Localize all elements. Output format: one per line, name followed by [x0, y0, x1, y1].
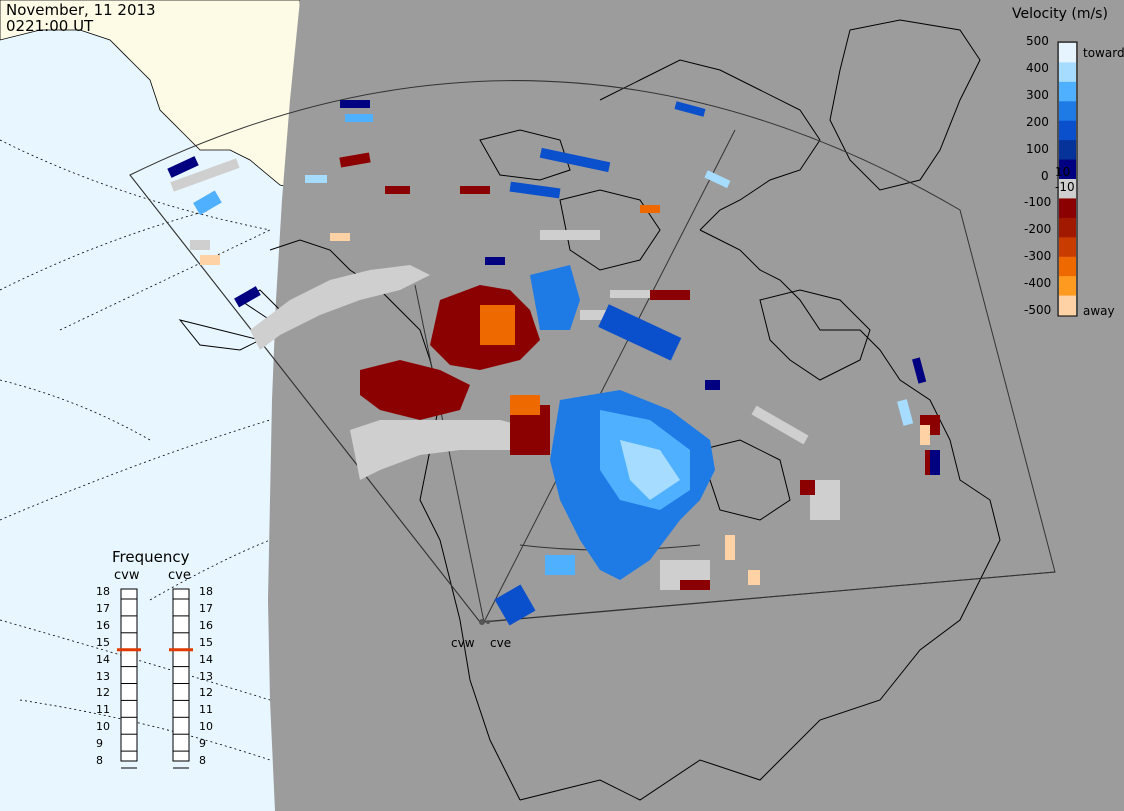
- strong-away-scatter: [200, 205, 930, 585]
- toward-scatter: [167, 100, 940, 626]
- frequency-scale-label: 14: [96, 652, 110, 666]
- velocity-colorbar-frame: [1057, 41, 1078, 317]
- frequency-scale-label: 17: [199, 601, 213, 615]
- colorbar-tick-label: -10: [1055, 180, 1075, 194]
- frequency-cve-label: cve: [168, 568, 191, 583]
- colorbar-tick-label: 200: [1026, 115, 1049, 129]
- colorbar-swatch: [1059, 43, 1076, 63]
- colorbar-tick-label: 300: [1026, 88, 1049, 102]
- colorbar-swatch: [1059, 256, 1076, 277]
- frequency-scale-label: 8: [199, 754, 206, 767]
- frequency-scale-label: 12: [199, 686, 213, 700]
- colorbar-swatch: [1059, 217, 1076, 238]
- colorbar-away-label: away: [1083, 304, 1115, 318]
- cve-frequency-bar: [172, 588, 190, 762]
- frequency-gridlines: [121, 598, 189, 769]
- date-label: November, 11 2013: [6, 1, 156, 19]
- colorbar-tick-label: 500: [1026, 34, 1049, 48]
- frequency-scale-label: 10: [96, 720, 110, 734]
- cvw-frequency-bar: [120, 588, 138, 762]
- colorbar-swatch: [1059, 179, 1076, 199]
- frequency-scale-label: 15: [96, 635, 110, 649]
- colorbar-swatch: [1059, 120, 1076, 141]
- frequency-scale-label: 16: [96, 618, 110, 632]
- colorbar-tick-label: 10: [1055, 165, 1071, 179]
- frequency-scale-label: 15: [199, 635, 213, 649]
- colorbar-swatch: [1059, 237, 1076, 258]
- frequency-title: Frequency: [112, 548, 190, 566]
- frequency-scale-label: 12: [96, 686, 110, 700]
- cvw-site-label: cvw: [451, 636, 475, 650]
- colorbar-title: Velocity (m/s): [1012, 6, 1108, 22]
- colorbar-swatch: [1059, 295, 1076, 316]
- time-label: 0221:00 UT: [6, 17, 94, 35]
- velocity-colorbar: [1059, 43, 1076, 316]
- frequency-scale-label: 10: [199, 720, 213, 734]
- colorbar-tick-label: 100: [1026, 142, 1049, 156]
- frequency-scale-label: 16: [199, 618, 213, 632]
- colorbar-tick-label: 400: [1026, 61, 1049, 75]
- ground-scatter: [170, 158, 840, 590]
- cvw-site-marker: [479, 619, 485, 625]
- cve-site-marker: [486, 620, 490, 624]
- colorbar-swatch: [1059, 276, 1076, 297]
- colorbar-swatch: [1059, 159, 1076, 180]
- colorbar-swatch: [1059, 62, 1076, 83]
- colorbar-swatch: [1059, 140, 1076, 161]
- frequency-scale-label: 9: [96, 737, 103, 751]
- colorbar-tick-label: 0: [1041, 169, 1049, 183]
- colorbar-swatch: [1059, 101, 1076, 122]
- colorbar-tick-label: -500: [1024, 303, 1052, 317]
- cve-site-label: cve: [490, 636, 512, 650]
- frequency-scale-label: 18: [199, 585, 213, 598]
- frequency-scale-label: 17: [96, 601, 110, 615]
- frequency-scale-label: 13: [199, 669, 213, 683]
- colorbar-tick-label: -100: [1024, 195, 1052, 209]
- frequency-scale-label: 18: [96, 585, 110, 598]
- coastlines: [178, 19, 1001, 801]
- colorbar-swatch: [1059, 198, 1076, 219]
- colorbar-tick-label: -300: [1024, 249, 1052, 263]
- graticule: [0, 139, 271, 761]
- frequency-scale-label: 9: [199, 737, 206, 751]
- frequency-scale-label: 11: [96, 703, 110, 717]
- night-shade: [268, 0, 1124, 811]
- frequency-scale-label: 8: [96, 754, 103, 767]
- colorbar-tick-label: -400: [1024, 276, 1052, 290]
- frequency-scale-label: 11: [199, 703, 213, 717]
- frequency-scale-label: 14: [199, 652, 213, 666]
- frequency-cvw-label: cvw: [114, 568, 140, 583]
- frequency-scale-label: 13: [96, 669, 110, 683]
- colorbar-tick-label: -200: [1024, 222, 1052, 236]
- colorbar-toward-label: toward: [1083, 46, 1124, 60]
- colorbar-swatch: [1059, 81, 1076, 102]
